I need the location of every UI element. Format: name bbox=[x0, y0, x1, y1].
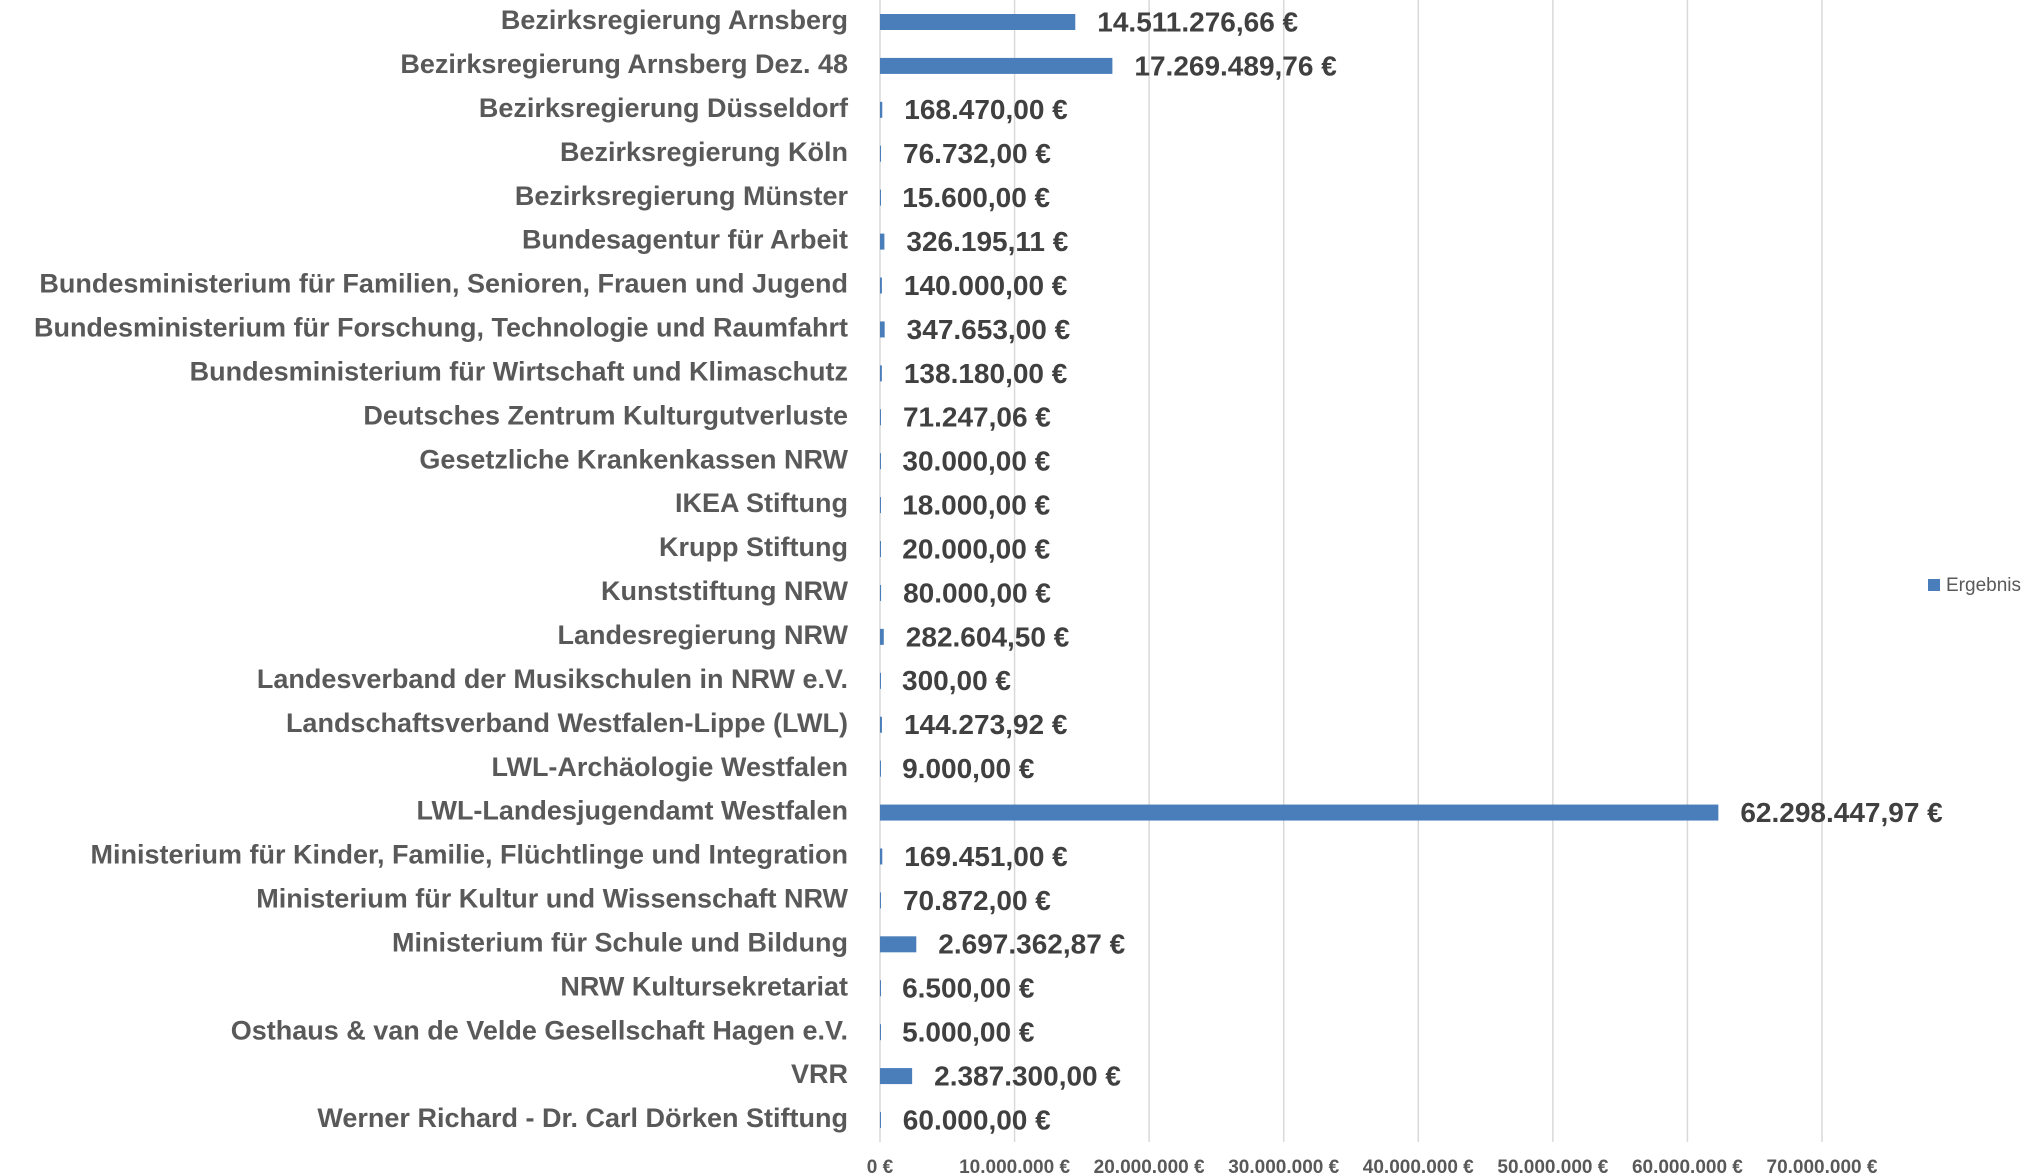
category-label: NRW Kultursekretariat bbox=[560, 971, 848, 1001]
value-label: 2.387.300,00 € bbox=[934, 1060, 1121, 1091]
bar bbox=[880, 145, 882, 162]
value-label: 168.470,00 € bbox=[904, 94, 1068, 125]
category-label: Bundesministerium für Forschung, Technol… bbox=[34, 313, 848, 343]
category-label: Osthaus & van de Velde Gesellschaft Hage… bbox=[231, 1015, 848, 1045]
bar bbox=[880, 1068, 913, 1085]
bar bbox=[880, 233, 885, 250]
value-label: 18.000,00 € bbox=[902, 490, 1050, 521]
value-label: 300,00 € bbox=[902, 665, 1011, 696]
value-label: 62.298.447,97 € bbox=[1740, 797, 1943, 828]
x-tick-label: 60.000.000 € bbox=[1632, 1157, 1743, 1174]
bar bbox=[880, 804, 1719, 821]
bar bbox=[880, 1024, 881, 1041]
bar bbox=[880, 848, 883, 865]
value-label: 17.269.489,76 € bbox=[1134, 50, 1337, 81]
value-label: 138.180,00 € bbox=[904, 358, 1068, 389]
category-label: Krupp Stiftung bbox=[659, 532, 848, 562]
value-label: 71.247,06 € bbox=[903, 402, 1051, 433]
bar bbox=[880, 321, 885, 338]
x-tick-label: 30.000.000 € bbox=[1228, 1157, 1339, 1174]
value-label: 14.511.276,66 € bbox=[1097, 6, 1298, 37]
value-label: 9.000,00 € bbox=[902, 753, 1035, 784]
value-label: 76.732,00 € bbox=[903, 138, 1051, 169]
category-label: LWL-Archäologie Westfalen bbox=[491, 752, 848, 782]
category-label: Bezirksregierung Arnsberg Dez. 48 bbox=[400, 49, 848, 79]
x-tick-label: 20.000.000 € bbox=[1094, 1157, 1205, 1174]
value-label: 169.451,00 € bbox=[904, 841, 1068, 872]
bar bbox=[880, 409, 881, 426]
legend-label: Ergebnis bbox=[1946, 575, 2021, 596]
bar bbox=[880, 453, 881, 470]
category-label: Bezirksregierung Köln bbox=[560, 137, 848, 167]
value-label: 70.872,00 € bbox=[903, 885, 1051, 916]
category-label: Bundesministerium für Familien, Senioren… bbox=[39, 269, 848, 299]
value-label: 140.000,00 € bbox=[904, 270, 1068, 301]
value-label: 5.000,00 € bbox=[902, 1017, 1035, 1048]
bar bbox=[880, 1112, 881, 1128]
bar bbox=[880, 584, 882, 601]
category-label: Bundesministerium für Wirtschaft und Kli… bbox=[190, 356, 848, 386]
value-label: 347.653,00 € bbox=[907, 314, 1071, 345]
category-label: Ministerium für Kinder, Familie, Flüchtl… bbox=[90, 840, 848, 870]
value-label: 60.000,00 € bbox=[903, 1104, 1051, 1135]
bar bbox=[880, 892, 881, 909]
category-label: Bezirksregierung Düsseldorf bbox=[479, 93, 849, 123]
bar bbox=[880, 14, 1076, 30]
value-label: 30.000,00 € bbox=[902, 446, 1050, 477]
bar bbox=[880, 57, 1113, 74]
x-tick-label: 40.000.000 € bbox=[1363, 1157, 1474, 1174]
x-tick-label: 50.000.000 € bbox=[1497, 1157, 1608, 1174]
category-label: Landschaftsverband Westfalen-Lippe (LWL) bbox=[286, 708, 848, 738]
bar bbox=[880, 936, 917, 953]
category-label: Werner Richard - Dr. Carl Dörken Stiftun… bbox=[317, 1103, 848, 1133]
value-label: 2.697.362,87 € bbox=[938, 929, 1125, 960]
category-label: LWL-Landesjugendamt Westfalen bbox=[416, 796, 848, 826]
bar bbox=[880, 628, 884, 645]
value-label: 80.000,00 € bbox=[903, 577, 1051, 608]
category-label: Bezirksregierung Münster bbox=[515, 181, 849, 211]
category-label: Kunststiftung NRW bbox=[601, 576, 848, 606]
bar bbox=[880, 716, 882, 733]
x-tick-label: 0 € bbox=[867, 1157, 894, 1174]
category-label: Landesregierung NRW bbox=[557, 620, 848, 650]
value-label: 144.273,92 € bbox=[904, 709, 1068, 740]
value-label: 6.500,00 € bbox=[902, 973, 1035, 1004]
category-label: Landesverband der Musikschulen in NRW e.… bbox=[257, 664, 848, 694]
bar bbox=[880, 101, 883, 118]
bar bbox=[880, 189, 881, 206]
bar bbox=[880, 980, 881, 997]
bar bbox=[880, 760, 881, 777]
category-label: IKEA Stiftung bbox=[675, 488, 848, 518]
x-tick-label: 70.000.000 € bbox=[1767, 1157, 1878, 1174]
bar bbox=[880, 277, 882, 294]
category-label: Deutsches Zentrum Kulturgutverluste bbox=[363, 400, 848, 430]
category-label: Ministerium für Kultur und Wissenschaft … bbox=[256, 884, 848, 914]
value-label: 20.000,00 € bbox=[902, 533, 1050, 564]
bar bbox=[880, 672, 881, 689]
x-tick-label: 10.000.000 € bbox=[959, 1157, 1070, 1174]
bar bbox=[880, 365, 882, 382]
category-label: Ministerium für Schule und Bildung bbox=[392, 927, 848, 957]
value-label: 15.600,00 € bbox=[902, 182, 1050, 213]
bar bbox=[880, 497, 881, 514]
category-label: Gesetzliche Krankenkassen NRW bbox=[419, 444, 848, 474]
legend-swatch bbox=[1928, 579, 1940, 591]
bar bbox=[880, 541, 881, 558]
category-label: Bundesagentur für Arbeit bbox=[522, 225, 848, 255]
value-label: 326.195,11 € bbox=[906, 226, 1068, 257]
category-label: Bezirksregierung Arnsberg bbox=[501, 5, 848, 35]
value-label: 282.604,50 € bbox=[906, 621, 1070, 652]
category-label: VRR bbox=[791, 1059, 848, 1089]
